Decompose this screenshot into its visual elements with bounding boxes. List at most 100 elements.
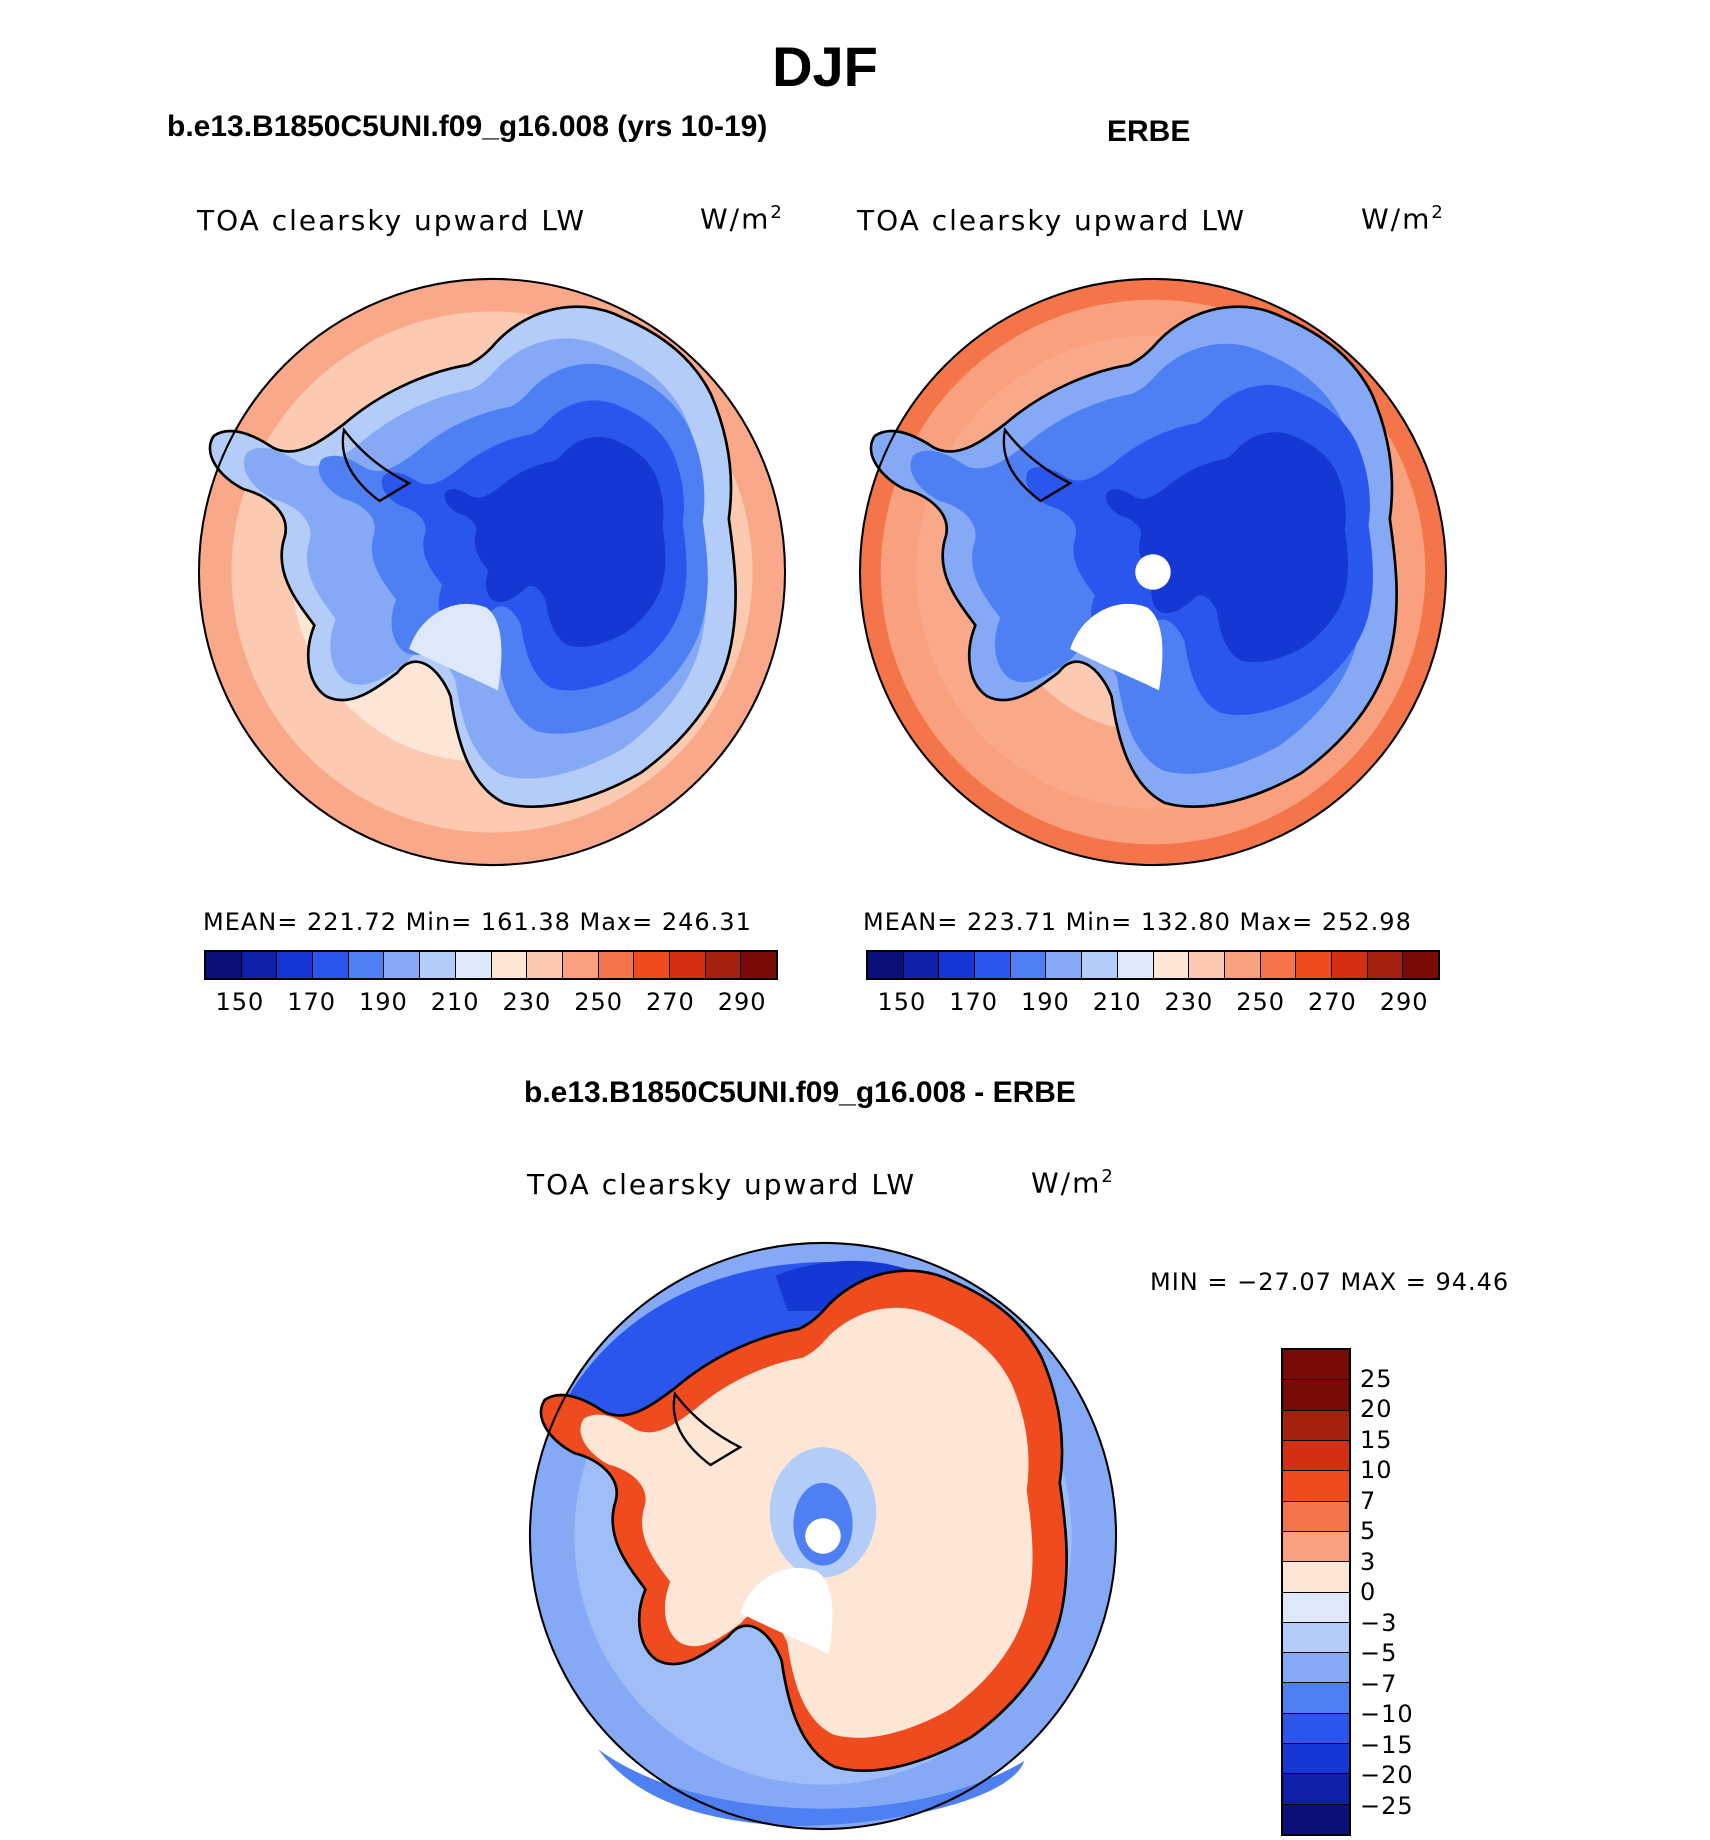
pole-hole	[1135, 554, 1171, 590]
panel-1-variable-label: TOA clearsky upward LW	[197, 204, 587, 237]
colorbar-swatch	[562, 952, 599, 978]
colorbar-tick-label: 170	[287, 988, 337, 1016]
colorbar-swatch	[1224, 952, 1261, 978]
colorbar-swatch	[1283, 1713, 1349, 1745]
colorbar-swatch	[1283, 1744, 1349, 1775]
colorbar-swatch	[1046, 952, 1083, 978]
colorbar-tick-label: 150	[877, 988, 927, 1016]
colorbar-tick-label: 290	[717, 988, 767, 1016]
colorbar-tick-label: 190	[1020, 988, 1070, 1016]
colorbar-swatch	[1283, 1804, 1349, 1834]
colorbar-swatch	[903, 952, 940, 978]
colorbar-swatch	[1331, 952, 1368, 978]
colorbar-swatch	[527, 952, 563, 978]
colorbar-tick-label: 230	[1164, 988, 1214, 1016]
colorbar-tick-label: 290	[1379, 988, 1429, 1016]
colorbar-tick-label: 15	[1360, 1425, 1393, 1454]
panel-2-colorbar	[866, 950, 1440, 980]
colorbar-swatch	[1283, 1471, 1349, 1502]
colorbar-swatch	[1403, 952, 1438, 978]
colorbar-tick-label: 170	[949, 988, 999, 1016]
colorbar-swatch	[348, 952, 385, 978]
colorbar-tick-label: 10	[1360, 1456, 1393, 1484]
panel-3-stats: MIN = −27.07 MAX = 94.46	[1150, 1268, 1510, 1296]
colorbar-swatch	[1283, 1501, 1349, 1532]
colorbar-swatch	[598, 952, 635, 978]
colorbar-swatch	[1283, 1350, 1349, 1381]
colorbar-tick-label: 7	[1360, 1486, 1377, 1515]
colorbar-swatch	[1117, 952, 1154, 978]
colorbar-swatch	[1283, 1440, 1349, 1472]
colorbar-tick-label: 250	[574, 988, 624, 1016]
colorbar-tick-label: −15	[1360, 1730, 1414, 1759]
panel-3-units-label: W/m2	[1031, 1166, 1115, 1200]
panel-1-polar-map	[197, 277, 787, 867]
colorbar-swatch	[277, 952, 314, 978]
panel-2-variable-label: TOA clearsky upward LW	[857, 204, 1247, 237]
colorbar-tick-label: 3	[1360, 1547, 1377, 1576]
colorbar-tick-label: 210	[1092, 988, 1142, 1016]
colorbar-swatch	[1283, 1410, 1349, 1441]
colorbar-swatch	[1283, 1592, 1349, 1623]
colorbar-tick-label: −25	[1360, 1791, 1414, 1820]
colorbar-tick-label: 250	[1236, 988, 1286, 1016]
colorbar-swatch	[1189, 952, 1225, 978]
colorbar-swatch	[669, 952, 706, 978]
colorbar-tick-label: 210	[430, 988, 480, 1016]
colorbar-tick-label: 270	[645, 988, 695, 1016]
colorbar-tick-label: −5	[1360, 1639, 1398, 1667]
colorbar-swatch	[705, 952, 742, 978]
southern-negative-anomaly	[598, 1749, 1025, 1827]
colorbar-swatch	[206, 952, 242, 978]
colorbar-swatch	[384, 952, 421, 978]
colorbar-swatch	[1283, 1380, 1349, 1411]
map-boundary	[528, 1241, 1118, 1831]
panel-2-title: ERBE	[1107, 115, 1191, 148]
pole-hole	[805, 1518, 841, 1554]
panel-1-units-label: W/m2	[700, 202, 784, 236]
colorbar-swatch	[1153, 952, 1190, 978]
panel-2-stats: MEAN= 223.71 Min= 132.80 Max= 252.98	[863, 908, 1412, 936]
colorbar-swatch	[491, 952, 528, 978]
colorbar-swatch	[634, 952, 670, 978]
panel-3-variable-label: TOA clearsky upward LW	[527, 1168, 917, 1201]
panel-3-colorbar	[1281, 1348, 1351, 1836]
colorbar-tick-label: 230	[502, 988, 552, 1016]
colorbar-tick-label: 20	[1360, 1395, 1393, 1423]
map-boundary	[858, 277, 1448, 867]
colorbar-tick-label: −10	[1360, 1700, 1414, 1728]
colorbar-swatch	[455, 952, 492, 978]
colorbar-swatch	[975, 952, 1011, 978]
colorbar-swatch	[241, 952, 278, 978]
colorbar-tick-label: 25	[1360, 1364, 1393, 1393]
colorbar-swatch	[741, 952, 776, 978]
colorbar-tick-label: 270	[1307, 988, 1357, 1016]
colorbar-tick-label: −3	[1360, 1608, 1398, 1637]
map-boundary	[197, 277, 787, 867]
colorbar-swatch	[1283, 1622, 1349, 1654]
panel-1-title: b.e13.B1850C5UNI.f09_g16.008 (yrs 10-19)	[167, 110, 768, 143]
colorbar-swatch	[1082, 952, 1118, 978]
colorbar-tick-label: −20	[1360, 1761, 1414, 1789]
colorbar-swatch	[1283, 1653, 1349, 1684]
panel-2-polar-map	[858, 277, 1448, 867]
panel-2-units-label: W/m2	[1361, 202, 1445, 236]
colorbar-swatch	[1296, 952, 1332, 978]
colorbar-tick-label: 5	[1360, 1517, 1377, 1545]
colorbar-tick-label: 150	[215, 988, 265, 1016]
colorbar-swatch	[1283, 1774, 1349, 1805]
panel-3-title: b.e13.B1850C5UNI.f09_g16.008 - ERBE	[524, 1076, 1076, 1109]
panel-1-colorbar	[204, 950, 778, 980]
colorbar-tick-label: 0	[1360, 1578, 1377, 1606]
colorbar-swatch	[1283, 1683, 1349, 1714]
colorbar-swatch	[420, 952, 456, 978]
colorbar-swatch	[313, 952, 349, 978]
colorbar-tick-label: 190	[358, 988, 408, 1016]
colorbar-swatch	[1283, 1562, 1349, 1593]
colorbar-swatch	[939, 952, 976, 978]
panel-3-polar-map	[528, 1241, 1118, 1831]
colorbar-tick-label: −7	[1360, 1669, 1398, 1698]
panel-1-stats: MEAN= 221.72 Min= 161.38 Max= 246.31	[203, 908, 752, 936]
colorbar-swatch	[1010, 952, 1047, 978]
colorbar-swatch	[1283, 1531, 1349, 1563]
